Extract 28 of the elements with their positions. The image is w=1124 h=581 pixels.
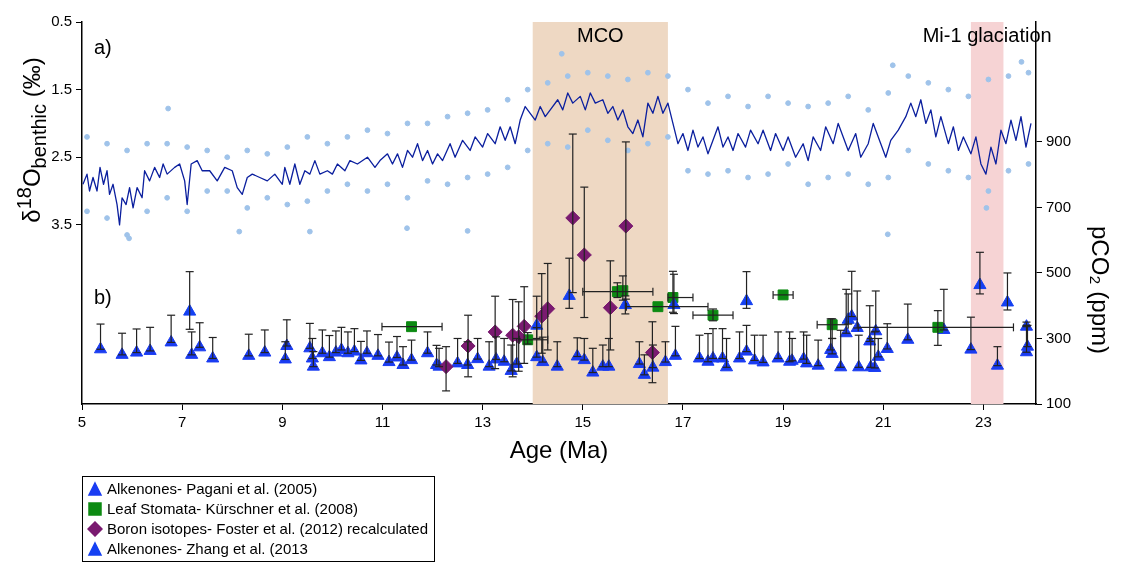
x-tick-label: 9	[278, 413, 287, 431]
legend-label: Alkenones- Pagani et al. (2005)	[107, 479, 318, 499]
y-tick-label: 3.5	[51, 214, 72, 232]
x-axis-title: Age (Ma)	[509, 436, 609, 464]
x-tick-label: 5	[77, 413, 87, 431]
legend-label: Boron isotopes- Foster et al. (2012) recalculated	[107, 519, 428, 539]
y2-tick-label: 900	[1046, 132, 1072, 150]
y2-tick-label: 500	[1046, 263, 1072, 281]
x-tick-label: 15	[574, 413, 592, 431]
y-tick-label: 1.5	[51, 79, 72, 97]
x-tick-label: 23	[975, 413, 992, 431]
x-tick-label: 11	[374, 413, 391, 431]
x-tick-label: 19	[774, 413, 792, 431]
band-label: MCO	[576, 23, 624, 46]
x-tick-label: 7	[177, 413, 187, 431]
x-tick-label: 13	[474, 413, 491, 431]
y-tick-label: 2.5	[51, 147, 72, 165]
legend-label: Alkenones- Zhang et al. (2013	[107, 539, 308, 559]
legend-label: Leaf Stomata- Kürschner et al. (2008)	[107, 499, 358, 519]
y-tick-label: 0.5	[51, 12, 72, 30]
y2-tick-label: 100	[1046, 394, 1072, 412]
y2-axis-title: pCO₂ (ppm)	[1086, 225, 1114, 355]
y2-tick-label: 300	[1046, 328, 1072, 346]
y2-tick-label: 700	[1046, 197, 1072, 215]
x-tick-label: 17	[674, 413, 692, 431]
annotation: b)	[94, 285, 112, 308]
x-tick-label: 21	[874, 413, 892, 431]
annotation: a)	[94, 35, 112, 58]
